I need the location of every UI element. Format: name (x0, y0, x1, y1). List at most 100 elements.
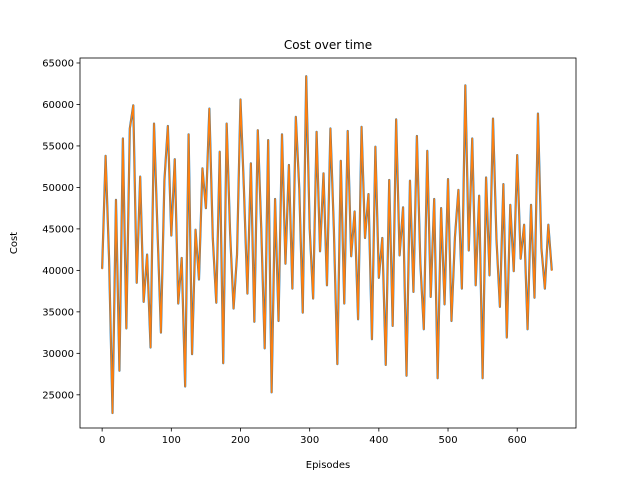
data-point (388, 179, 390, 181)
data-point (523, 224, 525, 226)
data-point (146, 254, 148, 256)
data-point (350, 255, 352, 257)
x-axis-ticks: 0 100 200 300 400 500 600 (99, 428, 527, 446)
data-point (160, 332, 162, 334)
data-point (232, 307, 235, 310)
data-point (212, 238, 214, 240)
data-point (447, 178, 449, 180)
data-point (537, 112, 539, 115)
data-point (229, 232, 231, 234)
data-point (305, 75, 307, 77)
data-point (371, 338, 373, 340)
data-point (430, 296, 432, 298)
data-point (118, 370, 121, 372)
data-point (163, 180, 165, 182)
data-point (291, 288, 293, 290)
data-point (506, 336, 508, 339)
data-point (322, 172, 325, 174)
data-point (333, 229, 335, 231)
y-tick-label: 40000 (42, 266, 74, 277)
data-point (360, 126, 363, 128)
data-point (443, 303, 446, 305)
data-point (136, 282, 138, 284)
x-tick-label: 500 (438, 435, 457, 446)
data-point (513, 270, 515, 272)
data-point (547, 224, 549, 226)
data-point (492, 117, 494, 120)
data-point (354, 210, 356, 213)
y-tick-label: 30000 (42, 349, 74, 360)
data-point (267, 139, 269, 141)
data-point (544, 288, 546, 290)
data-point (170, 234, 172, 237)
data-point (129, 127, 131, 130)
data-point (433, 198, 435, 200)
data-point (468, 249, 470, 252)
data-point (426, 150, 428, 152)
data-point (222, 362, 224, 364)
data-point (347, 130, 349, 132)
data-point (139, 176, 141, 178)
data-point (488, 274, 491, 276)
data-point (295, 116, 297, 118)
data-point (482, 377, 484, 379)
data-point (540, 247, 543, 249)
data-point (184, 385, 186, 388)
data-point (111, 412, 114, 414)
y-tick-label: 25000 (42, 390, 74, 401)
data-point (277, 320, 280, 322)
data-point (533, 297, 536, 299)
data-point (264, 347, 266, 349)
data-point (205, 207, 207, 209)
data-point (329, 127, 332, 130)
data-point (312, 297, 314, 300)
data-point (274, 198, 276, 200)
y-tick-label: 55000 (42, 141, 74, 152)
data-point (409, 180, 411, 182)
y-axis-label: Cost (9, 232, 20, 254)
data-point (385, 364, 387, 366)
y-tick-label: 45000 (42, 224, 74, 235)
data-point (437, 377, 439, 379)
y-axis-ticks: 25000 30000 35000 40000 45000 50000 55000 60000… (42, 58, 80, 401)
data-point (499, 306, 501, 308)
data-point (381, 237, 383, 239)
y-tick-label: 35000 (42, 307, 74, 318)
data-point (132, 104, 134, 106)
data-point (450, 320, 453, 322)
data-point (257, 129, 259, 131)
data-point (402, 206, 404, 208)
data-point (551, 269, 553, 271)
data-point (423, 328, 425, 330)
data-point (246, 293, 249, 295)
data-point (530, 204, 532, 206)
x-tick-label: 300 (300, 435, 319, 446)
data-point (143, 301, 145, 303)
x-axis-label: Episodes (306, 460, 350, 471)
data-point (253, 321, 255, 323)
data-point (475, 284, 477, 286)
data-point (105, 155, 107, 157)
data-point (288, 164, 290, 166)
data-point (125, 327, 127, 330)
data-point (343, 302, 345, 305)
data-point (250, 162, 252, 164)
data-point (416, 135, 418, 137)
data-point (101, 268, 103, 270)
data-point (226, 122, 228, 125)
data-point (298, 188, 300, 190)
data-point (236, 254, 238, 256)
data-point (367, 193, 370, 195)
y-tick-label: 60000 (42, 100, 74, 111)
data-point (302, 312, 304, 314)
data-point (181, 257, 183, 259)
x-tick-label: 600 (508, 435, 527, 446)
data-point (526, 328, 529, 330)
data-point (149, 346, 152, 349)
data-point (454, 236, 456, 238)
data-point (174, 158, 176, 160)
data-point (156, 229, 159, 232)
data-point (153, 122, 155, 125)
data-point (485, 176, 487, 179)
